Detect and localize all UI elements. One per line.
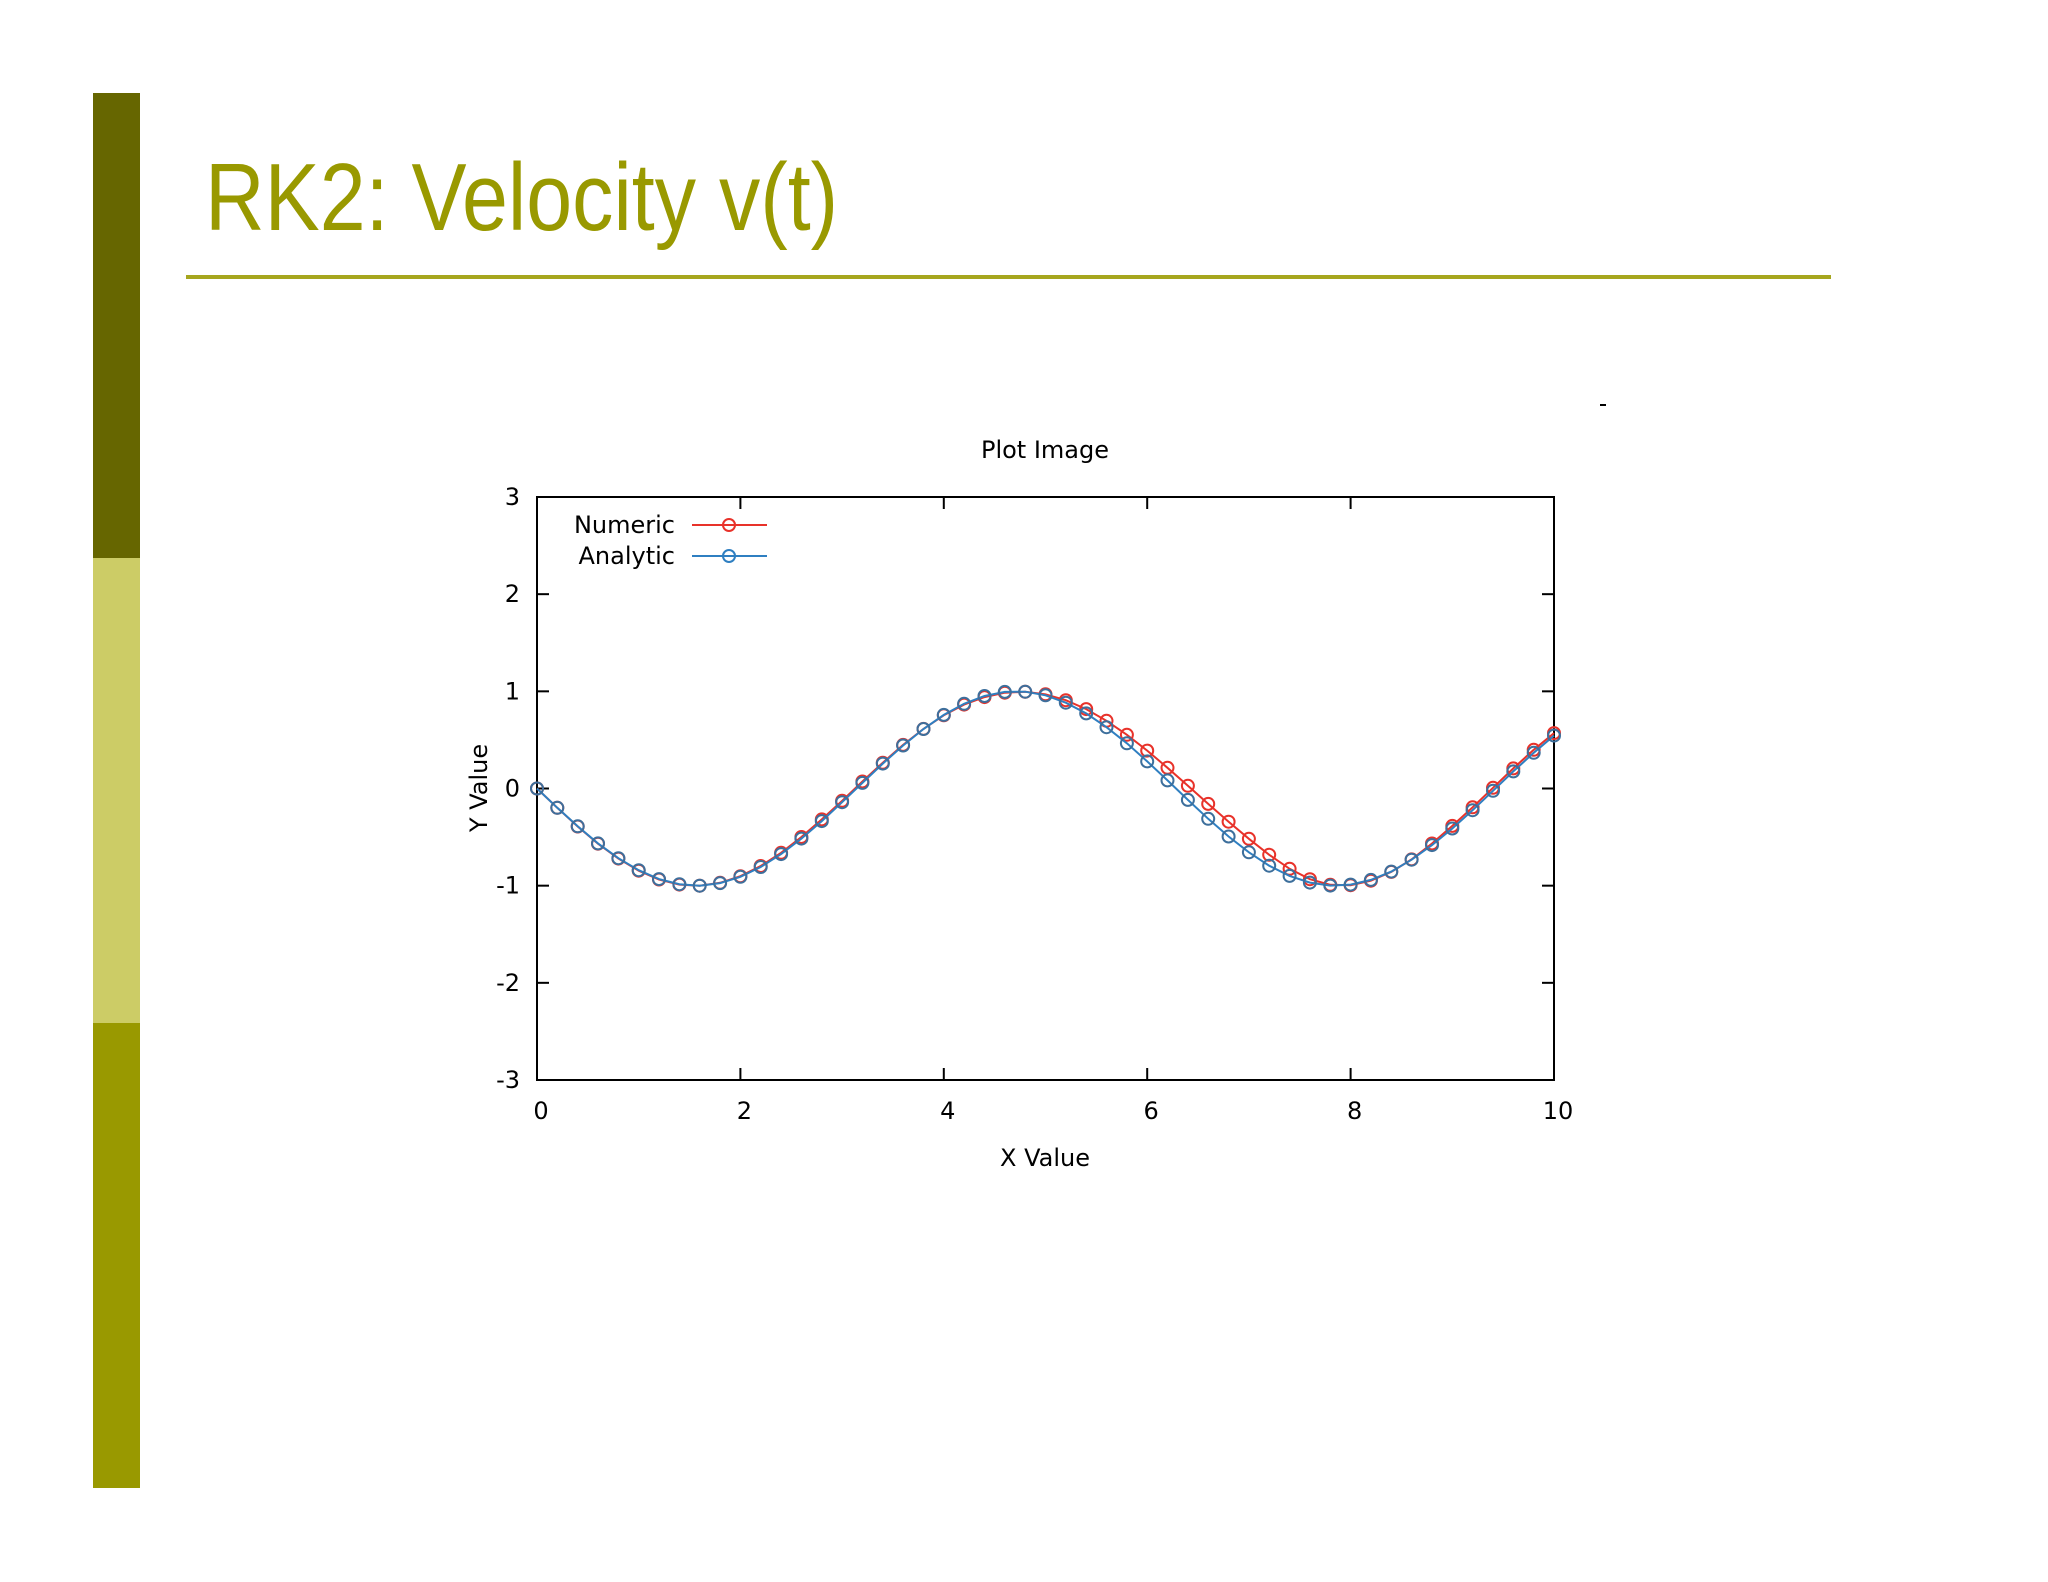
analytic-point [1363, 872, 1378, 887]
analytic-point [1201, 811, 1216, 826]
analytic-point [652, 872, 666, 887]
analytic-point [550, 800, 565, 815]
title-divider [186, 275, 1831, 279]
numeric-point [1180, 778, 1195, 793]
numeric-series-line [536, 690, 1555, 887]
y-tick-label: -2 [496, 969, 520, 997]
y-tick-label: 1 [505, 677, 520, 705]
y-tick-label: 3 [505, 483, 520, 511]
analytic-point [530, 781, 544, 796]
slide-title: RK2: Velocity v(t) [205, 144, 839, 251]
analytic-point [1079, 706, 1094, 721]
analytic-point [875, 756, 890, 771]
x-tick-label: 6 [1144, 1097, 1159, 1125]
analytic-point [997, 684, 1012, 699]
analytic-point [1262, 858, 1277, 873]
analytic-point [1140, 754, 1155, 769]
sidebar-accent-top [93, 93, 140, 558]
y-tick-label: 2 [505, 580, 520, 608]
analytic-point [1119, 736, 1134, 751]
data-series [530, 684, 1561, 893]
analytic-point [1506, 764, 1521, 779]
analytic-point [631, 863, 646, 878]
x-tick-label: 2 [737, 1097, 752, 1125]
x-tick-label: 8 [1347, 1097, 1362, 1125]
analytic-point [570, 819, 585, 834]
analytic-point [977, 689, 992, 703]
analytic-point [957, 696, 972, 711]
analytic-point [1323, 878, 1338, 893]
analytic-point [1160, 773, 1175, 788]
analytic-point [733, 869, 748, 884]
analytic-series-line [536, 690, 1555, 887]
analytic-point [1038, 688, 1053, 703]
analytic-point [1486, 783, 1500, 798]
analytic-point [753, 860, 768, 874]
analytic-point [1018, 684, 1033, 699]
analytic-point [794, 831, 809, 846]
analytic-point [1282, 868, 1297, 883]
y-tick-label: -3 [496, 1066, 520, 1094]
analytic-point [591, 836, 605, 851]
analytic-point [936, 707, 951, 722]
sidebar-accent-bottom [93, 1023, 140, 1488]
numeric-point [1221, 814, 1236, 829]
numeric-point [1140, 743, 1155, 758]
analytic-point [1445, 821, 1460, 836]
analytic-point [611, 851, 626, 866]
analytic-point [1058, 695, 1073, 710]
analytic-point [1099, 720, 1114, 735]
legend-label-analytic: Analytic [579, 542, 675, 570]
analytic-point [672, 877, 687, 892]
legend-label-numeric: Numeric [574, 511, 675, 539]
y-tick-label: -1 [496, 872, 520, 900]
analytic-point [814, 814, 829, 829]
chart-title: Plot Image [981, 436, 1109, 464]
y-tick-label: 0 [505, 775, 520, 803]
plot-area-frame [536, 496, 1555, 1081]
legend-marker-numeric [722, 518, 736, 532]
analytic-point [1384, 864, 1399, 879]
analytic-point [1221, 829, 1236, 844]
analytic-point [1465, 803, 1480, 818]
analytic-point [896, 738, 911, 753]
legend-marker-analytic [722, 549, 736, 563]
x-tick-label: 10 [1543, 1097, 1574, 1125]
analytic-point [835, 795, 850, 810]
analytic-point [713, 876, 728, 891]
x-tick-label: 0 [533, 1097, 548, 1125]
numeric-point [1201, 796, 1216, 811]
numeric-point [1119, 727, 1134, 742]
analytic-point [1302, 875, 1317, 890]
x-tick-label: 4 [940, 1097, 955, 1125]
analytic-point [1404, 852, 1419, 867]
numeric-point [1241, 831, 1256, 846]
analytic-point [692, 878, 707, 893]
sidebar-accent-middle [93, 558, 140, 1023]
chart-legend: Numeric Analytic [574, 511, 767, 570]
numeric-point [1262, 847, 1277, 862]
analytic-point [774, 847, 789, 862]
y-axis-label: Y Value [465, 744, 493, 833]
analytic-point [1343, 877, 1358, 892]
analytic-point [1526, 745, 1541, 760]
analytic-point [855, 775, 870, 790]
analytic-point [1425, 838, 1439, 853]
analytic-point [1241, 845, 1256, 860]
x-axis-label: X Value [1000, 1144, 1090, 1172]
analytic-point [916, 722, 931, 736]
numeric-point [1079, 702, 1094, 717]
analytic-point [1547, 728, 1561, 743]
analytic-point [1180, 792, 1195, 807]
stray-mark [1600, 404, 1606, 406]
